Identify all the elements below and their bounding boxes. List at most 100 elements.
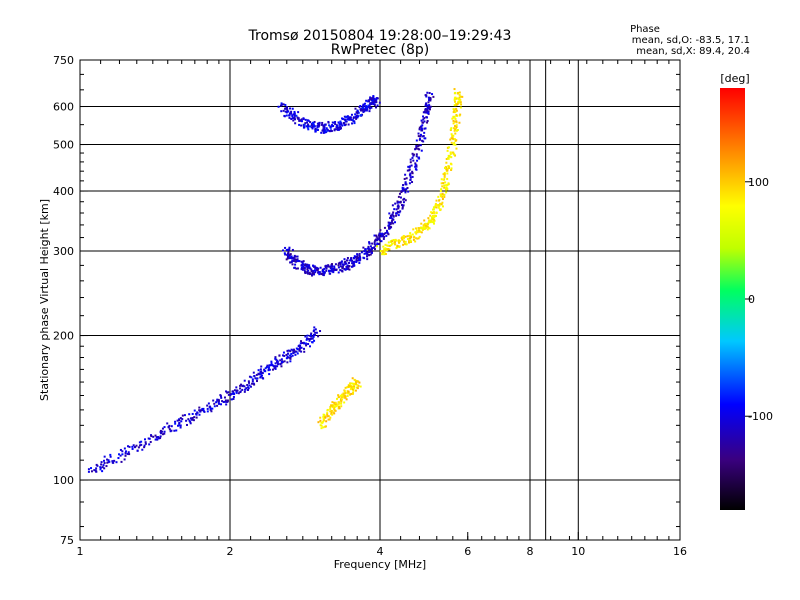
- data-point: [320, 273, 323, 276]
- data-point: [423, 226, 426, 229]
- data-point: [313, 273, 316, 276]
- data-point: [283, 360, 286, 363]
- data-point: [422, 118, 425, 121]
- data-point: [298, 260, 301, 263]
- data-point: [441, 198, 444, 201]
- data-point: [347, 267, 350, 270]
- data-point: [374, 100, 377, 103]
- data-point: [232, 395, 235, 398]
- data-point: [303, 269, 306, 272]
- data-point: [264, 367, 267, 370]
- data-point: [190, 417, 193, 420]
- data-point: [337, 271, 340, 274]
- data-point: [434, 215, 437, 218]
- data-point: [358, 381, 361, 384]
- data-point: [359, 105, 362, 108]
- data-point: [306, 334, 309, 337]
- data-point: [216, 404, 219, 407]
- data-point: [376, 97, 379, 100]
- data-point: [452, 143, 455, 146]
- data-point: [178, 424, 181, 427]
- data-point: [448, 155, 451, 158]
- data-point: [120, 460, 123, 463]
- data-point: [300, 266, 303, 269]
- data-point: [287, 349, 290, 352]
- data-point: [226, 391, 229, 394]
- data-point: [364, 105, 367, 108]
- data-point: [243, 385, 246, 388]
- data-point: [368, 248, 371, 251]
- data-point: [303, 267, 306, 270]
- data-point: [380, 233, 383, 236]
- data-point: [306, 124, 309, 127]
- data-point: [324, 425, 327, 428]
- data-point: [430, 216, 433, 219]
- data-point: [378, 236, 381, 239]
- data-point: [406, 169, 409, 172]
- data-point: [159, 435, 162, 438]
- data-point: [282, 354, 285, 357]
- data-point: [433, 216, 436, 219]
- data-point: [401, 206, 404, 209]
- data-point: [338, 395, 341, 398]
- data-point: [333, 406, 336, 409]
- data-point: [397, 214, 400, 217]
- x-axis: 1 2 4 6 8 10 16: [77, 60, 687, 558]
- data-point: [334, 263, 337, 266]
- data-point: [446, 187, 449, 190]
- data-point: [412, 159, 415, 162]
- data-point: [443, 171, 446, 174]
- data-point: [331, 413, 334, 416]
- data-point: [453, 138, 456, 141]
- data-point: [454, 104, 457, 107]
- data-point: [444, 188, 447, 191]
- data-point: [415, 237, 418, 240]
- data-point: [331, 404, 334, 407]
- data-point: [274, 362, 277, 365]
- data-point: [286, 349, 289, 352]
- data-point: [420, 119, 423, 122]
- data-point: [347, 123, 350, 126]
- data-point: [422, 224, 425, 227]
- data-point: [319, 330, 322, 333]
- data-point: [323, 131, 326, 134]
- data-point: [419, 133, 422, 136]
- data-point: [290, 348, 293, 351]
- data-point: [293, 351, 296, 354]
- data-point: [415, 144, 418, 147]
- data-point: [340, 396, 343, 399]
- data-point: [298, 349, 301, 352]
- data-point: [279, 104, 282, 107]
- data-point: [443, 174, 446, 177]
- data-point: [402, 234, 405, 237]
- data-point: [440, 203, 443, 206]
- data-point: [285, 357, 288, 360]
- data-point: [397, 240, 400, 243]
- data-point: [383, 251, 386, 254]
- data-point: [346, 256, 349, 259]
- data-point: [159, 431, 162, 434]
- data-point: [402, 201, 405, 204]
- data-point: [281, 249, 284, 252]
- data-point: [366, 258, 369, 261]
- data-point: [356, 380, 359, 383]
- y-tick-label: 400: [53, 185, 74, 198]
- data-point: [351, 262, 354, 265]
- data-point: [442, 173, 445, 176]
- data-point: [346, 264, 349, 267]
- data-point: [243, 390, 246, 393]
- data-point: [363, 110, 366, 113]
- data-point: [417, 229, 420, 232]
- data-point: [255, 373, 258, 376]
- data-point: [333, 268, 336, 271]
- data-point: [356, 259, 359, 262]
- data-point: [293, 266, 296, 269]
- data-point: [452, 122, 455, 125]
- data-point: [369, 245, 372, 248]
- y-axis: 75 100 200 300 400 500 600 750: [53, 54, 680, 547]
- data-point: [362, 104, 365, 107]
- data-point: [310, 122, 313, 125]
- data-point: [421, 135, 424, 138]
- data-point: [248, 384, 251, 387]
- data-point: [248, 375, 251, 378]
